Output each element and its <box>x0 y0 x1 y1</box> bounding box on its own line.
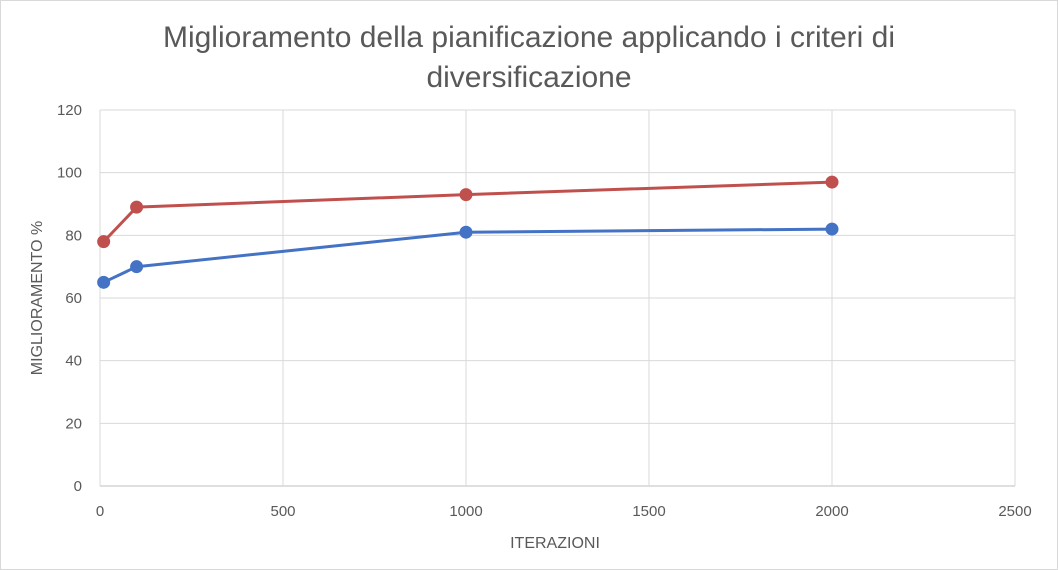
y-axis-title: MIGLIORAMENTO % <box>29 221 46 375</box>
series-1-line <box>103 227 833 284</box>
series-2-point <box>825 175 839 189</box>
chart-title: Miglioramento della pianificazione appli… <box>0 18 1058 98</box>
chart-title-line-1: Miglioramento della pianificazione appli… <box>162 21 896 54</box>
series-2-point <box>130 200 144 214</box>
series-1-point <box>459 225 473 239</box>
x-tick-label: 2500 <box>998 503 1031 520</box>
x-tick-label: 500 <box>270 503 295 520</box>
series-layer <box>97 175 839 289</box>
y-tick-label: 100 <box>57 165 82 182</box>
y-tick-label: 80 <box>65 227 82 244</box>
series-1-point <box>97 275 111 289</box>
x-axis-title: ITERAZIONI <box>510 535 600 552</box>
y-tick-label: 60 <box>65 290 82 307</box>
y-tick-label: 20 <box>65 415 82 432</box>
y-tick-label: 40 <box>65 353 82 370</box>
series-1-point <box>130 260 144 274</box>
series-1-point <box>825 222 839 236</box>
x-tick-label: 1500 <box>632 503 665 520</box>
gridlines <box>99 109 1016 487</box>
x-tick-label: 2000 <box>815 503 848 520</box>
series-2-point <box>97 235 111 249</box>
y-tick-label: 0 <box>74 478 82 495</box>
x-tick-label: 0 <box>96 503 104 520</box>
tick-labels: 0 20 40 60 80 100 120 0 500 1000 1500 2000 2500 <box>57 102 1032 520</box>
chart-title-line-2: diversificazione <box>426 61 632 94</box>
series-2-line <box>102 180 833 243</box>
x-tick-label: 1000 <box>449 503 482 520</box>
y-tick-label: 120 <box>57 102 82 119</box>
series-2-point <box>459 188 473 202</box>
